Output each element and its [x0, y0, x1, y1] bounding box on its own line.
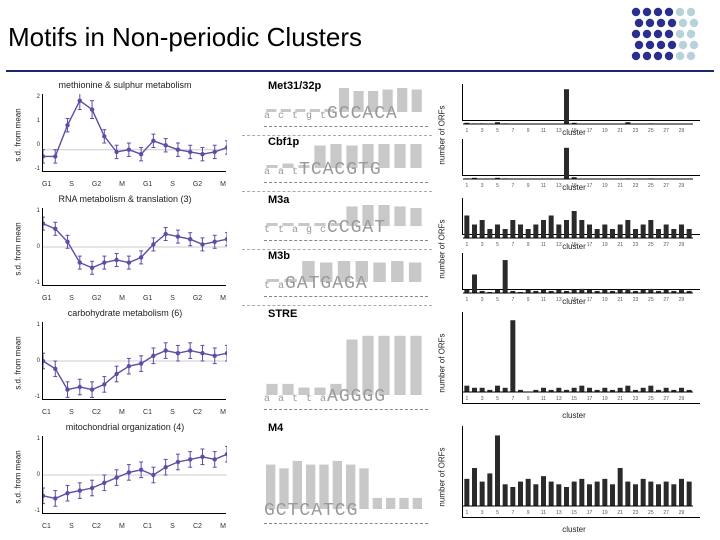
chart-grid: methionine & sulphur metabolism s.d. fro…: [0, 72, 720, 532]
seq-letters: a a t t aAGGGG: [264, 387, 428, 407]
seq-logo-area: t t a g cCCGAT: [264, 210, 428, 241]
seq-logo-area: a a tTCACGTG: [264, 152, 428, 183]
chart-title: RNA metabolism & translation (3): [20, 194, 230, 204]
svg-text:15: 15: [571, 510, 577, 516]
seq-letters: a a tTCACGTG: [264, 160, 428, 180]
x-axis-label: cluster: [444, 411, 704, 420]
svg-text:11: 11: [541, 396, 546, 402]
svg-text:5: 5: [496, 396, 499, 402]
seq-letters: t t a g cCCGAT: [264, 218, 428, 238]
y-axis-label: s.d. from mean: [14, 450, 23, 503]
svg-text:13: 13: [556, 396, 562, 402]
bar-chart-panel: number of ORFs 1357911131517192123252729…: [444, 308, 704, 418]
chart-area: [42, 436, 226, 514]
svg-text:29: 29: [679, 396, 685, 402]
x-ticks: C1SC2MC1SC2M: [42, 409, 226, 416]
svg-text:3: 3: [481, 510, 484, 516]
chart-area: [42, 322, 226, 400]
y-axis-label: s.d. from mean: [14, 336, 23, 389]
svg-text:15: 15: [571, 396, 577, 402]
bar-chart-area: 1357911131517192123252729: [462, 139, 700, 176]
x-ticks: G1SG2MG1SG2M: [42, 181, 226, 188]
svg-text:27: 27: [663, 510, 669, 516]
dot-grid-logo: [630, 6, 708, 64]
sequence-logo-panel: STRE a a t t aAGGGG: [242, 308, 432, 418]
page-title: Motifs in Non-periodic Clusters: [8, 22, 362, 53]
chart-area: [42, 94, 226, 172]
line-chart-panel: mitochondrial organization (4) s.d. from…: [20, 422, 230, 532]
x-axis-label: cluster: [444, 297, 704, 306]
bar-chart-area: 1357911131517192123252729: [462, 312, 700, 404]
chart-title: methionine & sulphur metabolism: [20, 80, 230, 90]
bar-chart-panel: number of ORFs 1357911131517192123252729…: [444, 422, 704, 532]
seq-logo-area: a c t g tGCCACA: [264, 96, 428, 127]
sequence-logo-panel: Met31/32p a c t g tGCCACA Cbf1p a a tTCA…: [242, 80, 432, 190]
bar-chart-panel: number of ORFs 1357911131517192123252729…: [444, 80, 704, 190]
svg-text:21: 21: [617, 396, 623, 402]
svg-text:29: 29: [679, 510, 685, 516]
seq-letters: GCTCATCG: [264, 501, 428, 521]
y-axis-label: s.d. from mean: [14, 108, 23, 161]
x-axis-label: cluster: [444, 525, 704, 534]
svg-text:21: 21: [617, 510, 623, 516]
svg-text:19: 19: [602, 510, 608, 516]
bar-chart-area: 1357911131517192123252729: [462, 253, 700, 290]
svg-text:1: 1: [465, 396, 468, 402]
chart-area: [42, 208, 226, 286]
svg-text:13: 13: [556, 510, 562, 516]
svg-text:5: 5: [496, 510, 499, 516]
chart-title: mitochondrial organization (4): [20, 422, 230, 432]
seq-letters: t aGATGAGA: [264, 274, 428, 294]
line-chart-panel: RNA metabolism & translation (3) s.d. fr…: [20, 194, 230, 304]
bar-chart-panel: number of ORFs 1357911131517192123252729…: [444, 194, 704, 304]
bar-chart-area: 1357911131517192123252729: [462, 198, 700, 235]
svg-text:27: 27: [663, 396, 669, 402]
svg-text:17: 17: [587, 510, 593, 516]
seq-logo-area: GCTCATCG: [264, 438, 428, 524]
svg-text:23: 23: [633, 510, 639, 516]
svg-text:25: 25: [648, 396, 654, 402]
title-bar: Motifs in Non-periodic Clusters: [6, 0, 714, 72]
svg-text:9: 9: [527, 396, 530, 402]
seq-letters: a c t g tGCCACA: [264, 104, 428, 124]
bar-chart-area: 1357911131517192123252729: [462, 84, 700, 121]
line-chart-panel: carbohydrate metabolism (6) s.d. from me…: [20, 308, 230, 418]
svg-text:9: 9: [527, 510, 530, 516]
seq-logo-area: t aGATGAGA: [264, 266, 428, 297]
line-chart-panel: methionine & sulphur metabolism s.d. fro…: [20, 80, 230, 190]
seq-logo-area: a a t t aAGGGG: [264, 324, 428, 410]
sequence-logo-panel: M3a t t a g cCCGAT M3b t aGATGAGA: [242, 194, 432, 304]
seq-logo-label: M4: [268, 422, 283, 434]
svg-text:7: 7: [511, 510, 514, 516]
y-ticks: -101: [24, 208, 40, 286]
y-ticks: -1012: [24, 94, 40, 172]
svg-text:25: 25: [648, 510, 654, 516]
svg-text:3: 3: [481, 396, 484, 402]
x-ticks: G1SG2MG1SG2M: [42, 295, 226, 302]
bar-chart-area: 1357911131517192123252729: [462, 426, 700, 518]
svg-text:1: 1: [465, 510, 468, 516]
svg-text:23: 23: [633, 396, 639, 402]
sequence-logo-panel: M4 GCTCATCG: [242, 422, 432, 532]
y-ticks: -101: [24, 436, 40, 514]
y-axis-label: s.d. from mean: [14, 222, 23, 275]
seq-logo-label: STRE: [268, 308, 297, 320]
chart-title: carbohydrate metabolism (6): [20, 308, 230, 318]
svg-text:7: 7: [511, 396, 514, 402]
x-ticks: C1SC2MC1SC2M: [42, 523, 226, 530]
y-ticks: -101: [24, 322, 40, 400]
x-axis-label: cluster: [444, 183, 704, 192]
svg-text:11: 11: [541, 510, 546, 516]
svg-text:19: 19: [602, 396, 608, 402]
svg-text:17: 17: [587, 396, 593, 402]
